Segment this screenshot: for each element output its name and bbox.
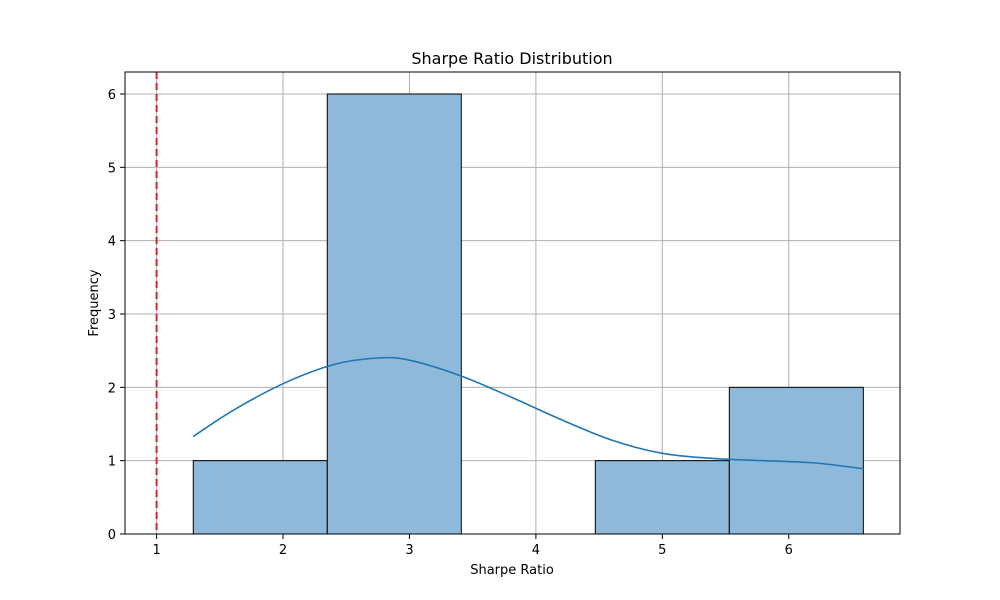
x-axis-label: Sharpe Ratio xyxy=(470,563,554,578)
plot-frame xyxy=(124,71,901,535)
x-tick-label: 6 xyxy=(785,543,793,558)
histogram-bars xyxy=(192,93,864,535)
x-tick-label: 1 xyxy=(152,543,160,558)
y-axis-label: Frequency xyxy=(87,269,102,336)
x-tick-label: 4 xyxy=(532,543,540,558)
x-tick-label: 2 xyxy=(279,543,287,558)
y-tick-label: 3 xyxy=(108,308,116,323)
y-tick-label: 5 xyxy=(108,161,116,176)
chart-title: Sharpe Ratio Distribution xyxy=(411,49,612,68)
x-tick-label: 5 xyxy=(658,543,666,558)
y-tick-label: 1 xyxy=(108,455,116,470)
grid xyxy=(125,72,900,535)
kde-curve-group xyxy=(192,356,864,470)
y-ticks: 0 1 2 3 4 5 6 xyxy=(108,88,125,543)
y-tick-label: 2 xyxy=(108,381,116,396)
y-tick-label: 4 xyxy=(108,235,116,250)
y-tick-label: 0 xyxy=(108,528,116,543)
histogram-bar xyxy=(192,460,328,535)
x-ticks: 1 2 3 4 5 6 xyxy=(152,534,793,558)
y-tick-label: 6 xyxy=(108,88,116,103)
kde-curve xyxy=(192,356,864,470)
histogram-bar xyxy=(326,93,462,535)
x-tick-label: 3 xyxy=(405,543,413,558)
histogram-bar xyxy=(594,460,730,535)
